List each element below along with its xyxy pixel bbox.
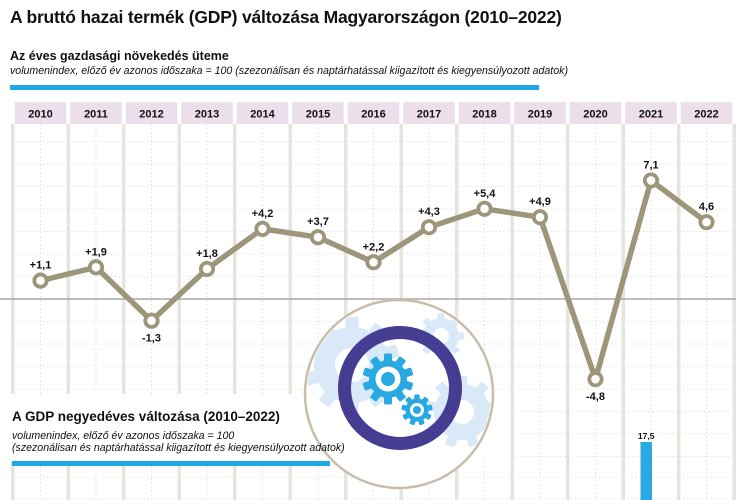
year-label: 2012 (139, 109, 163, 121)
year-label: 2016 (361, 109, 385, 121)
year-label: 2011 (84, 109, 108, 121)
gridline-vertical (455, 124, 459, 394)
gridline-vertical (732, 124, 736, 500)
quarterly-bar (640, 442, 652, 500)
band-separator (510, 102, 515, 124)
accent-underline-2 (12, 461, 330, 466)
year-label: 2018 (472, 109, 496, 121)
section-quarterly-note-1: volumenindex, előző év azonos időszaka =… (12, 430, 235, 442)
data-point-label: +1,9 (85, 246, 107, 258)
section-quarterly-title: A GDP negyedéves változása (2010–2022) (12, 409, 280, 424)
data-point-label: -1,3 (142, 333, 161, 345)
gridline-vertical (122, 462, 126, 500)
gridline-vertical (566, 124, 570, 500)
data-point-label: +5,4 (474, 188, 497, 200)
gridline-vertical (177, 462, 181, 500)
data-point-marker (254, 220, 271, 237)
gridline-vertical (177, 124, 181, 394)
data-point-marker (698, 214, 715, 231)
data-point-label: +4,3 (418, 206, 440, 218)
gridline-vertical (621, 124, 625, 500)
purple-ring-icon (338, 326, 462, 450)
accent-underline (10, 85, 539, 90)
data-point-marker (365, 254, 382, 271)
band-separator (565, 102, 570, 124)
year-label: 2015 (306, 109, 330, 121)
data-point-marker (642, 172, 660, 189)
gridline-vertical (288, 124, 292, 394)
data-point-label: -4,8 (586, 391, 605, 403)
year-label: 2022 (694, 109, 718, 121)
data-point-label: +1,1 (30, 260, 52, 272)
band-separator (288, 102, 293, 124)
gridline-vertical (288, 462, 292, 500)
gear-core (381, 372, 395, 386)
gridline-vertical (122, 124, 126, 394)
gear-core (413, 406, 421, 414)
section-quarterly-header: A GDP negyedéves változása (2010–2022) v… (12, 409, 352, 454)
data-point-label: +3,7 (307, 216, 329, 228)
data-point-marker (531, 209, 549, 226)
data-point-marker (32, 272, 49, 289)
band-separator (177, 102, 182, 124)
year-label: 2019 (528, 109, 552, 121)
data-point-marker (420, 219, 438, 236)
year-label: 2010 (28, 109, 52, 121)
year-label: 2021 (639, 109, 663, 121)
band-separator (232, 102, 237, 124)
data-point-label: 4,6 (699, 201, 714, 213)
quarterly-bar-label: 17,5 (638, 431, 655, 441)
gridline-vertical (66, 462, 70, 500)
data-point-marker (87, 259, 105, 276)
band-separator (399, 102, 404, 124)
band-separator (66, 102, 71, 124)
band-separator (732, 102, 737, 124)
data-point-marker (476, 200, 493, 217)
gridline-vertical (455, 462, 459, 500)
gear-icon (362, 353, 414, 405)
gridline-vertical (344, 462, 348, 500)
section-quarterly-note-2: (szezonálisan és naptárhatással kiigazít… (12, 442, 345, 454)
year-label: 2013 (195, 109, 219, 121)
year-label: 2020 (583, 109, 607, 121)
gridline-vertical (510, 124, 514, 500)
band-separator (621, 102, 626, 124)
data-point-label: +2,2 (363, 241, 385, 253)
year-label: 2017 (417, 109, 441, 121)
gridline-vertical (66, 124, 70, 394)
gridline-vertical (677, 124, 681, 500)
gear-icon (401, 394, 433, 426)
page-title: A bruttó hazai termék (GDP) változása Ma… (10, 7, 562, 27)
gridline-vertical (233, 124, 237, 394)
gridline-vertical (399, 124, 403, 394)
section-annual-title: Az éves gazdasági növekedés üteme (10, 49, 229, 63)
data-point-label: 7,1 (643, 159, 658, 171)
data-point-marker (587, 371, 604, 388)
gridline-vertical (344, 124, 348, 394)
year-band (11, 102, 736, 124)
data-point-marker (143, 312, 160, 329)
gridline-vertical (233, 462, 237, 500)
gridline-vertical (11, 462, 15, 500)
band-separator (10, 102, 15, 124)
data-point-label: +4,2 (252, 208, 274, 220)
data-point-marker (198, 260, 216, 278)
band-separator (343, 102, 348, 124)
section-annual-note: volumenindex, előző év azonos időszaka =… (10, 65, 568, 77)
band-separator (454, 102, 459, 124)
year-label: 2014 (250, 109, 275, 121)
gridline-vertical (11, 124, 15, 394)
band-separator (121, 102, 126, 124)
data-point-marker (309, 229, 327, 246)
data-point-label: +4,9 (529, 196, 551, 208)
data-point-label: +1,8 (196, 248, 218, 260)
band-separator (676, 102, 681, 124)
